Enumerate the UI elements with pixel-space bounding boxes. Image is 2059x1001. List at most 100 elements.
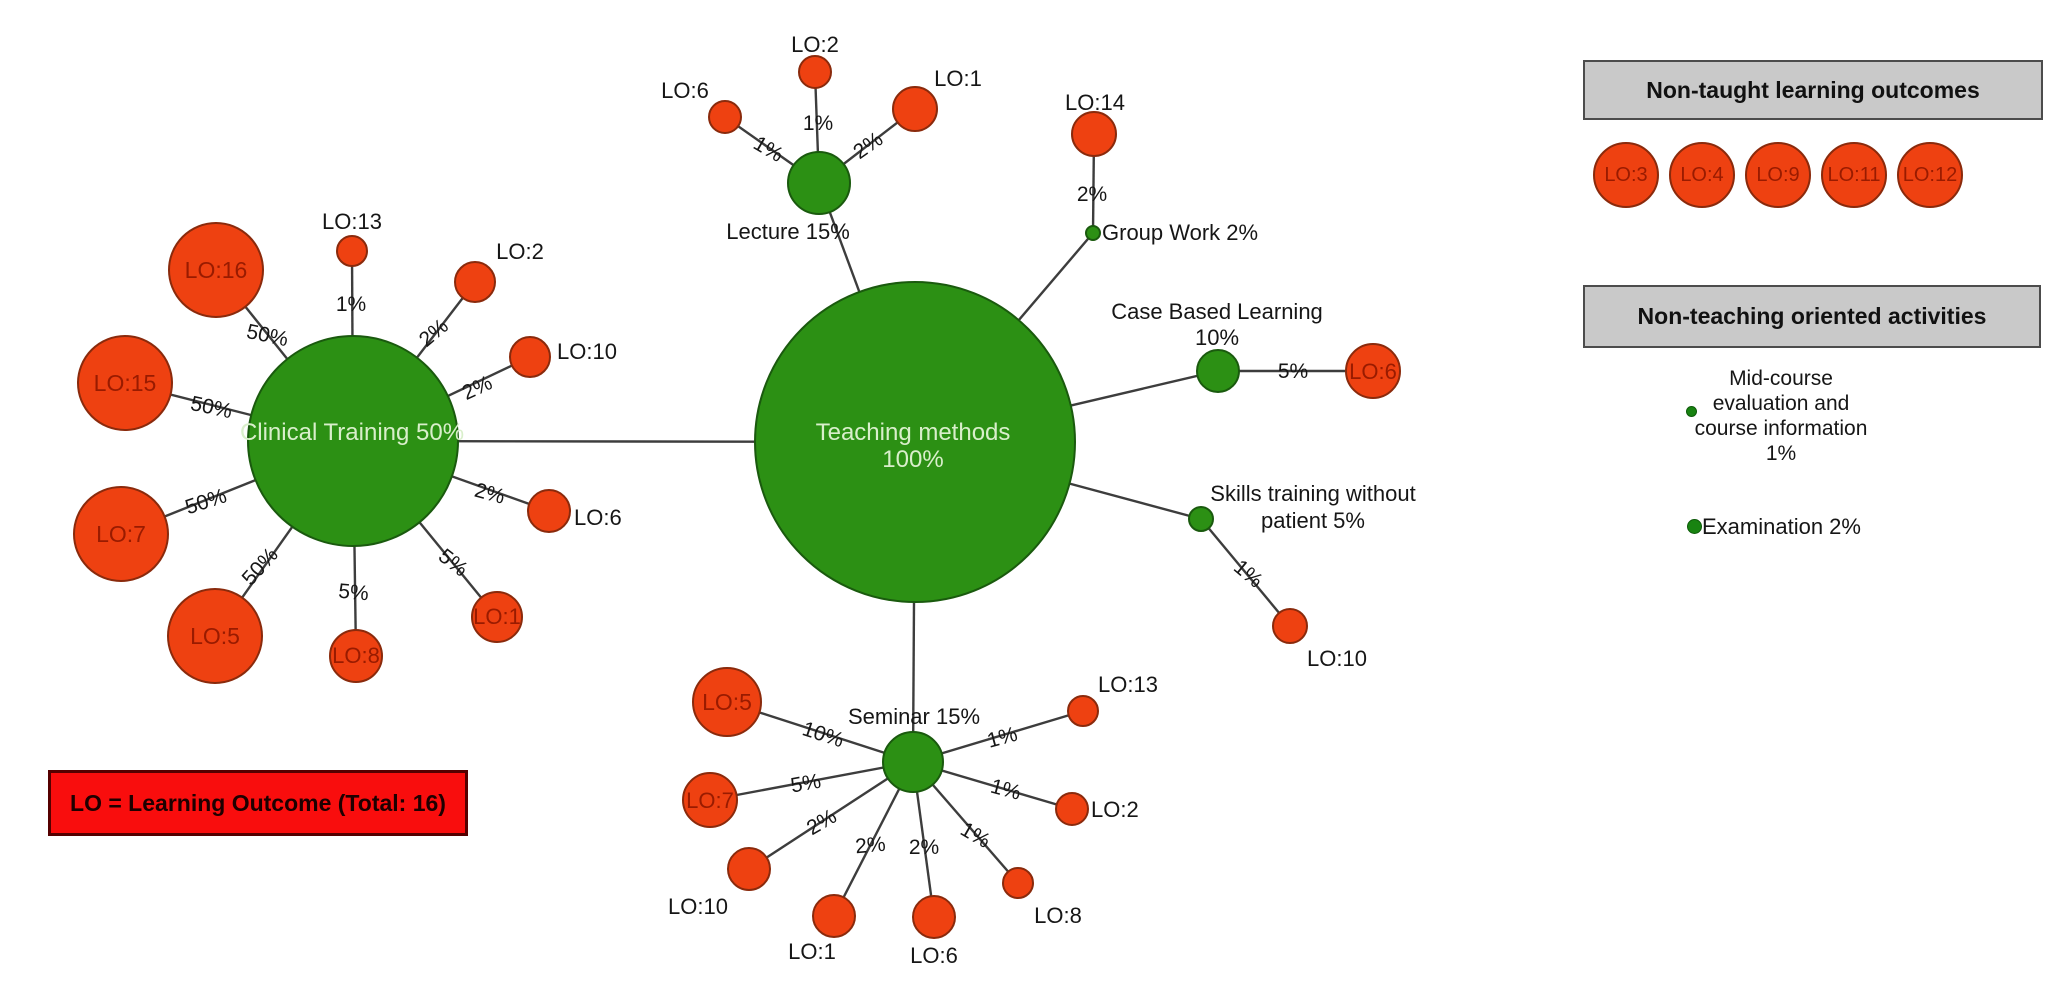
- edge-label-seminar-se13: 1%: [985, 723, 1020, 753]
- edge-label-seminar-se1: 2%: [854, 833, 886, 859]
- non-taught-outcome-LO-12: LO:12: [1897, 142, 1963, 208]
- mid-course-line: Mid-course: [1729, 367, 1833, 390]
- edge-label-clinical-c1: 5%: [434, 544, 472, 581]
- non-taught-outcome-LO-9: LO:9: [1745, 142, 1811, 208]
- edge-label-clinical-c13: 1%: [336, 293, 366, 316]
- node-label-s10: LO:10: [1307, 646, 1367, 671]
- node-label-c10: LO:10: [557, 339, 617, 364]
- edge-label-clinical-c7: 50%: [182, 484, 229, 519]
- edge-label-lecture-l2: 1%: [803, 112, 833, 135]
- node-label-lecture: Lecture 15%: [726, 219, 850, 244]
- node-l2: [798, 55, 832, 89]
- node-label-se5: LO:5: [702, 689, 752, 715]
- edge-label-seminar-se6: 2%: [909, 836, 939, 859]
- node-label-se8: LO:8: [1034, 903, 1082, 928]
- node-label-clinical: Clinical Training 50%: [240, 419, 464, 446]
- node-label-seminar: Seminar 15%: [848, 704, 980, 729]
- node-l1: [892, 86, 938, 132]
- node-se8: [1002, 867, 1034, 899]
- node-label-se6: LO:6: [910, 943, 958, 968]
- edge-label-lecture-l1: 2%: [849, 128, 887, 164]
- node-label-se13: LO:13: [1098, 672, 1158, 697]
- panel-non-teaching-title: Non-teaching oriented activities: [1637, 303, 1987, 329]
- node-label-teaching: Teaching methods: [816, 419, 1011, 446]
- non-taught-outcome-LO-11: LO:11: [1821, 142, 1887, 208]
- node-se1: [812, 894, 856, 938]
- node-label-se7: LO:7: [686, 788, 734, 813]
- node-seminar: [882, 731, 944, 793]
- node-l6: [708, 100, 742, 134]
- edge-label-clinical-c16: 50%: [244, 320, 290, 351]
- node-se7: [682, 772, 738, 828]
- non-taught-outcome-LO-3: LO:3: [1593, 142, 1659, 208]
- node-clinical: [247, 335, 459, 547]
- node-label-c6: LO:6: [574, 505, 622, 530]
- edge-seminar-se10: [748, 760, 914, 871]
- node-teaching: [754, 281, 1076, 603]
- node-label-skills: patient 5%: [1261, 508, 1365, 533]
- mid-course-dot-icon: [1686, 406, 1697, 417]
- examination-dot-icon: [1687, 519, 1702, 534]
- node-g14: [1071, 111, 1117, 157]
- node-label-c13: LO:13: [322, 209, 382, 234]
- node-se10: [727, 847, 771, 891]
- node-label-groupwork: Group Work 2%: [1102, 220, 1258, 245]
- edge-label-seminar-se2: 1%: [988, 775, 1023, 805]
- legend-note: LO = Learning Outcome (Total: 16): [48, 770, 468, 836]
- panel-non-teaching-header: Non-teaching oriented activities: [1583, 285, 2041, 348]
- edge-label-clinical-c8: 5%: [337, 580, 369, 606]
- edge-skills-s10: [1200, 518, 1291, 627]
- mid-course-line: evaluation and: [1712, 392, 1850, 415]
- node-label-teaching: 100%: [882, 446, 943, 473]
- node-c5: [167, 588, 263, 684]
- node-label-se2: LO:2: [1091, 797, 1139, 822]
- node-c10: [509, 336, 551, 378]
- mid-course-line: course information: [1694, 417, 1868, 440]
- edge-label-clinical-c15: 50%: [188, 392, 234, 423]
- node-se13: [1067, 695, 1099, 727]
- node-c7: [73, 486, 169, 582]
- panel-non-taught-title: Non-taught learning outcomes: [1646, 76, 1980, 103]
- edge-label-cbl-cb6: 5%: [1278, 360, 1308, 383]
- edge-label-seminar-se5: 10%: [799, 717, 846, 752]
- node-c16: [168, 222, 264, 318]
- node-c1: [471, 591, 523, 643]
- node-cb6: [1345, 343, 1401, 399]
- node-skills: [1188, 506, 1214, 532]
- node-label-c1: LO:1: [473, 604, 521, 629]
- node-c13: [336, 235, 368, 267]
- mid-course-item: Mid-course evaluation and course informa…: [1671, 366, 1891, 466]
- edge-label-clinical-c6: 2%: [472, 479, 507, 509]
- node-se6: [912, 895, 956, 939]
- node-label-l2: LO:2: [791, 32, 839, 57]
- node-se5: [692, 667, 762, 737]
- node-s10: [1272, 608, 1308, 644]
- node-cbl: [1196, 349, 1240, 393]
- edge-label-seminar-se10: 2%: [803, 805, 841, 840]
- node-label-cbl: 10%: [1195, 325, 1239, 350]
- node-label-skills: Skills training without: [1210, 481, 1415, 506]
- node-c15: [77, 335, 173, 431]
- examination-item: Examination 2%: [1702, 514, 1861, 539]
- node-groupwork: [1085, 225, 1101, 241]
- non-taught-outcome-list: LO:3 LO:4 LO:9 LO:11 LO:12: [1593, 142, 1963, 208]
- node-label-c5: LO:5: [190, 623, 240, 649]
- node-c8: [329, 629, 383, 683]
- panel-non-taught-header: Non-taught learning outcomes: [1583, 60, 2043, 120]
- node-label-c7: LO:7: [96, 521, 146, 547]
- node-label-se10: LO:10: [668, 894, 728, 919]
- node-label-l6: LO:6: [661, 78, 709, 103]
- node-c2: [454, 261, 496, 303]
- edge-label-groupwork-g14: 2%: [1077, 183, 1107, 206]
- node-label-g14: LO:14: [1065, 90, 1125, 115]
- edge-seminar-se7: [709, 760, 914, 802]
- node-label-se1: LO:1: [788, 939, 836, 964]
- node-label-c2: LO:2: [496, 239, 544, 264]
- node-lecture: [787, 151, 851, 215]
- non-taught-outcome-LO-4: LO:4: [1669, 142, 1735, 208]
- node-se2: [1055, 792, 1089, 826]
- node-label-c8: LO:8: [332, 643, 380, 668]
- node-label-cbl: Case Based Learning: [1111, 299, 1323, 324]
